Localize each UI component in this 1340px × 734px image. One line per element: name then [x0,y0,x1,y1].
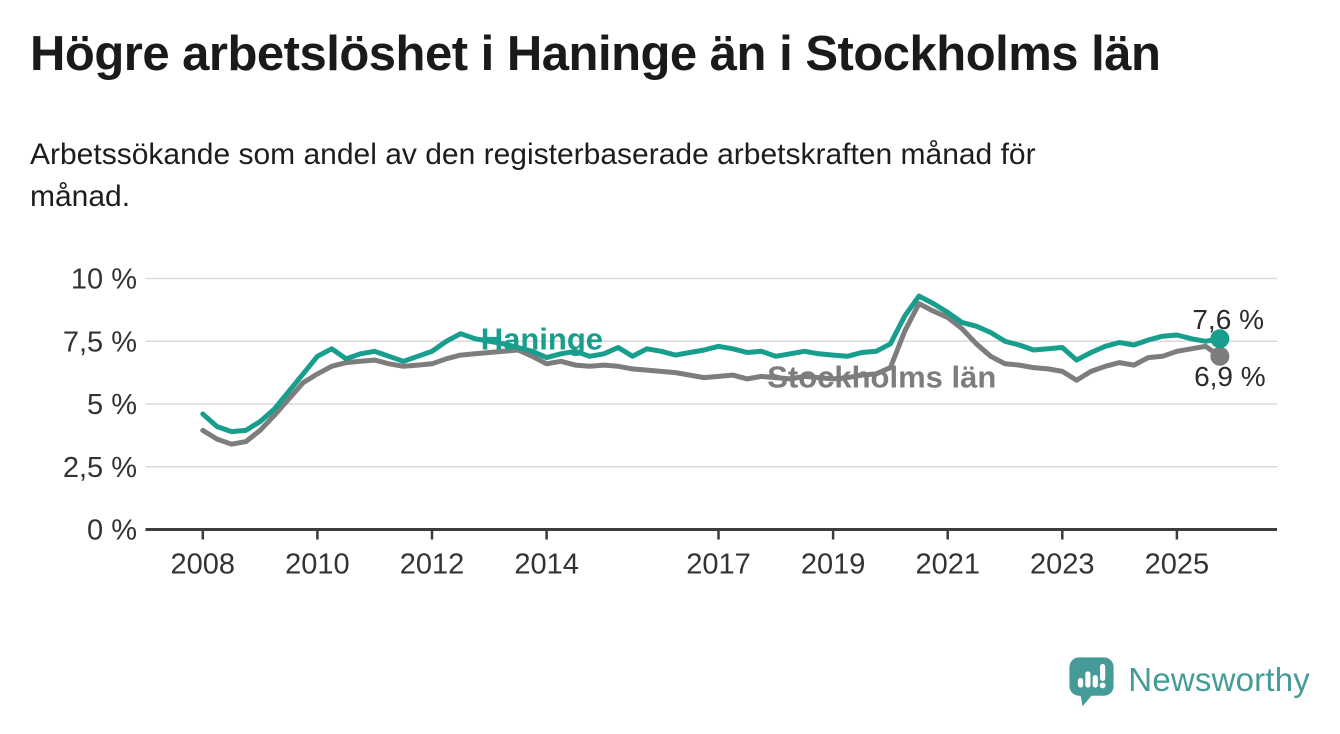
logo-bar-1 [1078,678,1084,688]
x-tick-label-2010: 2010 [285,549,350,581]
end-value-label-haninge: 7,6 % [1192,304,1264,335]
x-tick-label-2019: 2019 [801,549,866,581]
x-tick-label-2017: 2017 [686,549,751,581]
logo-bar-2 [1085,671,1091,688]
end-value-label-stockholms-l-n: 6,9 % [1194,361,1266,392]
x-tick-label-2023: 2023 [1030,549,1095,581]
y-tick-label-5: 5 % [87,389,137,421]
unemployment-line-chart: 0 % 2,5 % 5 % 7,5 % 10 % 2008 2010 2012 2014 2017… [63,264,1277,581]
newsworthy-logo-icon [1069,657,1114,706]
subtitle-line-2: månad. [30,180,131,213]
x-tick-label-2021: 2021 [915,549,980,581]
logo-exclamation-dot [1099,682,1106,689]
y-tick-label-7.5: 7,5 % [63,326,137,358]
series-end-dot-haninge [1210,329,1230,349]
x-tick-label-2025: 2025 [1145,549,1210,581]
y-tick-label-0: 0 % [87,515,137,547]
series-end-dot-stockholms-l-n [1210,346,1230,366]
series-line-stockholms-l-n [200,301,1223,447]
subtitle-line-1: Arbetssökande som andel av den registerb… [30,138,1036,171]
logo-bar-3 [1092,675,1099,688]
y-tick-label-2.5: 2,5 % [63,452,137,484]
series-line-haninge [200,293,1223,435]
newsworthy-logo: Newsworthy [1065,653,1310,706]
series-label-stockholms-l-n: Stockholms län [767,359,996,394]
series-label-haninge: Haninge [481,321,603,356]
page-title: Högre arbetslöshet i Haninge än i Stockh… [30,27,1161,81]
x-tick-label-2012: 2012 [400,549,465,581]
logo-exclamation-bar [1100,664,1106,681]
y-tick-label-10: 10 % [71,264,137,296]
newsworthy-wordmark: Newsworthy [1128,660,1310,698]
x-tick-label-2008: 2008 [171,549,236,581]
x-tick-label-2014: 2014 [514,549,579,581]
chart-subtitle: Arbetssökande som andel av den registerb… [30,134,1250,218]
